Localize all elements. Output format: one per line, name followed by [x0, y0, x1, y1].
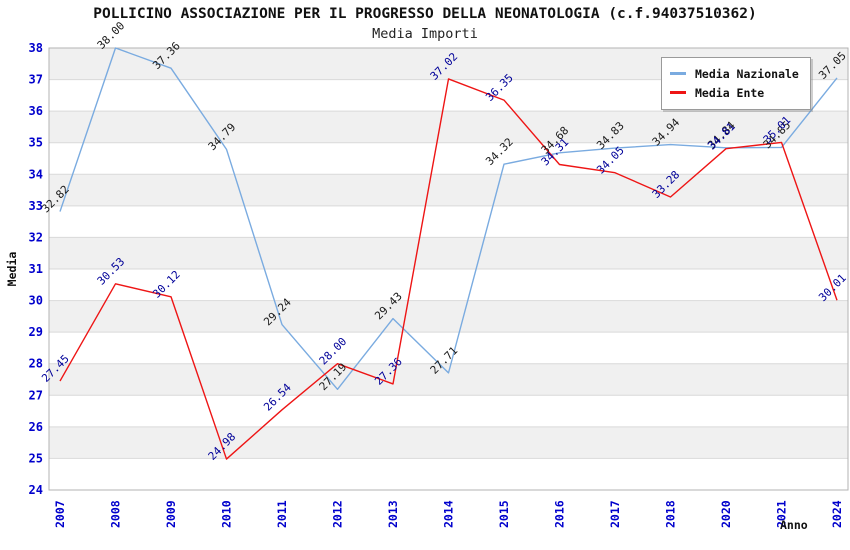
y-tick-label: 38: [29, 41, 43, 55]
line-swatch-ente-icon: [670, 91, 686, 94]
plot-band: [49, 174, 848, 206]
plot-band: [49, 363, 848, 396]
y-tick-label: 24: [29, 483, 43, 497]
x-tick-label: 2020: [719, 500, 733, 528]
x-tick-label: 2010: [220, 500, 234, 528]
y-tick-label: 37: [29, 73, 43, 87]
y-tick-label: 27: [29, 388, 43, 402]
y-tick-label: 34: [29, 167, 43, 181]
x-tick-label: 2012: [331, 500, 345, 528]
x-tick-label: 2011: [275, 500, 289, 528]
x-tick-label: 2015: [497, 500, 511, 528]
chart-title: POLLICINO ASSOCIAZIONE PER IL PROGRESSO …: [93, 6, 757, 22]
plot-band: [49, 111, 848, 143]
legend-item-media-ente: Media Ente: [670, 83, 802, 102]
y-axis-title: Media: [5, 251, 19, 287]
x-tick-label: 2009: [164, 500, 178, 528]
plot-band: [49, 332, 848, 364]
legend-item-media-nazionale: Media Nazionale: [670, 64, 802, 83]
y-tick-label: 29: [29, 325, 43, 339]
y-tick-label: 25: [29, 451, 43, 465]
line-swatch-nazionale-icon: [670, 72, 686, 75]
plot-band: [49, 300, 848, 333]
legend: Media Nazionale Media Ente: [661, 57, 811, 110]
x-tick-label: 2013: [386, 500, 400, 528]
x-axis-title: Anno: [780, 518, 808, 532]
legend-label-media-ente: Media Ente: [695, 85, 765, 100]
x-tick-label: 2021: [775, 500, 789, 528]
x-tick-label: 2008: [109, 500, 123, 528]
y-tick-label: 30: [29, 294, 43, 308]
x-tick-label: 2007: [53, 500, 67, 528]
plot-band: [49, 395, 848, 427]
plot-band: [49, 269, 848, 301]
plot-band: [49, 426, 848, 459]
y-tick-label: 36: [29, 104, 43, 118]
y-tick-label: 35: [29, 136, 43, 150]
y-tick-label: 33: [29, 199, 43, 213]
x-tick-label: 2014: [442, 500, 456, 528]
x-tick-label: 2016: [553, 500, 567, 528]
plot-band: [49, 458, 848, 490]
plot-band: [49, 237, 848, 269]
y-tick-label: 32: [29, 230, 43, 244]
y-tick-label: 31: [29, 262, 43, 276]
plot-border: [48, 47, 849, 491]
y-tick-label: 26: [29, 420, 43, 434]
plot-band: [49, 205, 848, 238]
x-tick-label: 2018: [664, 500, 678, 528]
series-line-media-ente: [59, 78, 838, 460]
legend-label-media-nazionale: Media Nazionale: [695, 66, 799, 81]
chart-subtitle: Media Importi: [372, 26, 478, 42]
series-line-media-nazionale: [59, 47, 838, 390]
y-tick-label: 28: [29, 357, 43, 371]
x-tick-label: 2024: [830, 500, 844, 528]
x-tick-label: 2017: [608, 500, 622, 528]
